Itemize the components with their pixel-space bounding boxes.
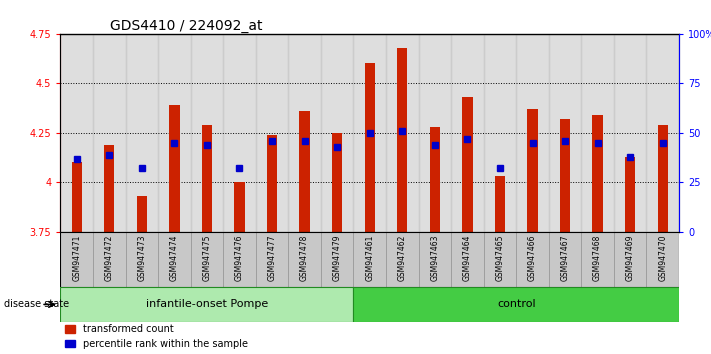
Bar [386,232,419,287]
Bar [158,34,191,232]
Bar [223,232,256,287]
Text: GSM947472: GSM947472 [105,235,114,281]
Bar [658,125,668,232]
Bar [419,34,451,232]
Text: GSM947479: GSM947479 [333,235,342,281]
Bar [60,34,93,232]
Bar [592,115,603,232]
Bar [191,232,223,287]
Text: GSM947478: GSM947478 [300,235,309,281]
Bar [104,145,114,232]
Bar [72,162,82,232]
Bar [495,176,505,232]
Bar [386,34,419,232]
Bar [267,135,277,232]
Bar [223,34,256,232]
Bar [202,125,212,232]
Bar [126,232,158,287]
Text: GSM947462: GSM947462 [397,235,407,281]
Bar [582,34,614,232]
Text: GSM947470: GSM947470 [658,235,667,281]
Bar [126,34,158,232]
Bar [353,287,679,322]
Bar [191,34,223,232]
Text: GSM947466: GSM947466 [528,235,537,281]
Bar [365,63,375,232]
Text: GSM947467: GSM947467 [560,235,570,281]
Bar [60,287,353,322]
Bar [625,156,636,232]
Bar [289,34,321,232]
Bar [451,34,483,232]
Bar [429,127,440,232]
Bar [646,34,679,232]
Bar [299,111,310,232]
Bar [516,232,549,287]
Bar [582,232,614,287]
Text: GSM947461: GSM947461 [365,235,374,281]
Bar [93,34,126,232]
Bar [549,232,582,287]
Bar [256,34,289,232]
Text: GSM947464: GSM947464 [463,235,472,281]
Bar [169,105,180,232]
Text: GSM947465: GSM947465 [496,235,504,281]
Bar [93,232,126,287]
Text: GSM947469: GSM947469 [626,235,635,281]
Legend: transformed count, percentile rank within the sample: transformed count, percentile rank withi… [65,324,248,349]
Bar [60,232,93,287]
Bar [321,34,353,232]
Bar [235,182,245,232]
Bar [137,196,147,232]
Bar [256,232,289,287]
Bar [483,232,516,287]
Text: GSM947474: GSM947474 [170,235,179,281]
Bar [332,133,343,232]
Bar [646,232,679,287]
Bar [321,232,353,287]
Bar [158,232,191,287]
Bar [289,232,321,287]
Text: GSM947477: GSM947477 [267,235,277,281]
Bar [353,232,386,287]
Bar [528,109,538,232]
Text: GSM947463: GSM947463 [430,235,439,281]
Text: GSM947473: GSM947473 [137,235,146,281]
Bar [397,47,407,232]
Text: GSM947475: GSM947475 [203,235,211,281]
Text: GSM947471: GSM947471 [73,235,81,281]
Bar [549,34,582,232]
Bar [560,119,570,232]
Bar [462,97,473,232]
Text: GSM947468: GSM947468 [593,235,602,281]
Bar [353,34,386,232]
Bar [483,34,516,232]
Bar [419,232,451,287]
Bar [614,232,646,287]
Text: GSM947476: GSM947476 [235,235,244,281]
Bar [451,232,483,287]
Bar [516,34,549,232]
Text: GDS4410 / 224092_at: GDS4410 / 224092_at [110,19,262,33]
Text: disease state: disease state [4,299,69,309]
Text: control: control [497,299,535,309]
Text: infantile-onset Pompe: infantile-onset Pompe [146,299,268,309]
Bar [614,34,646,232]
